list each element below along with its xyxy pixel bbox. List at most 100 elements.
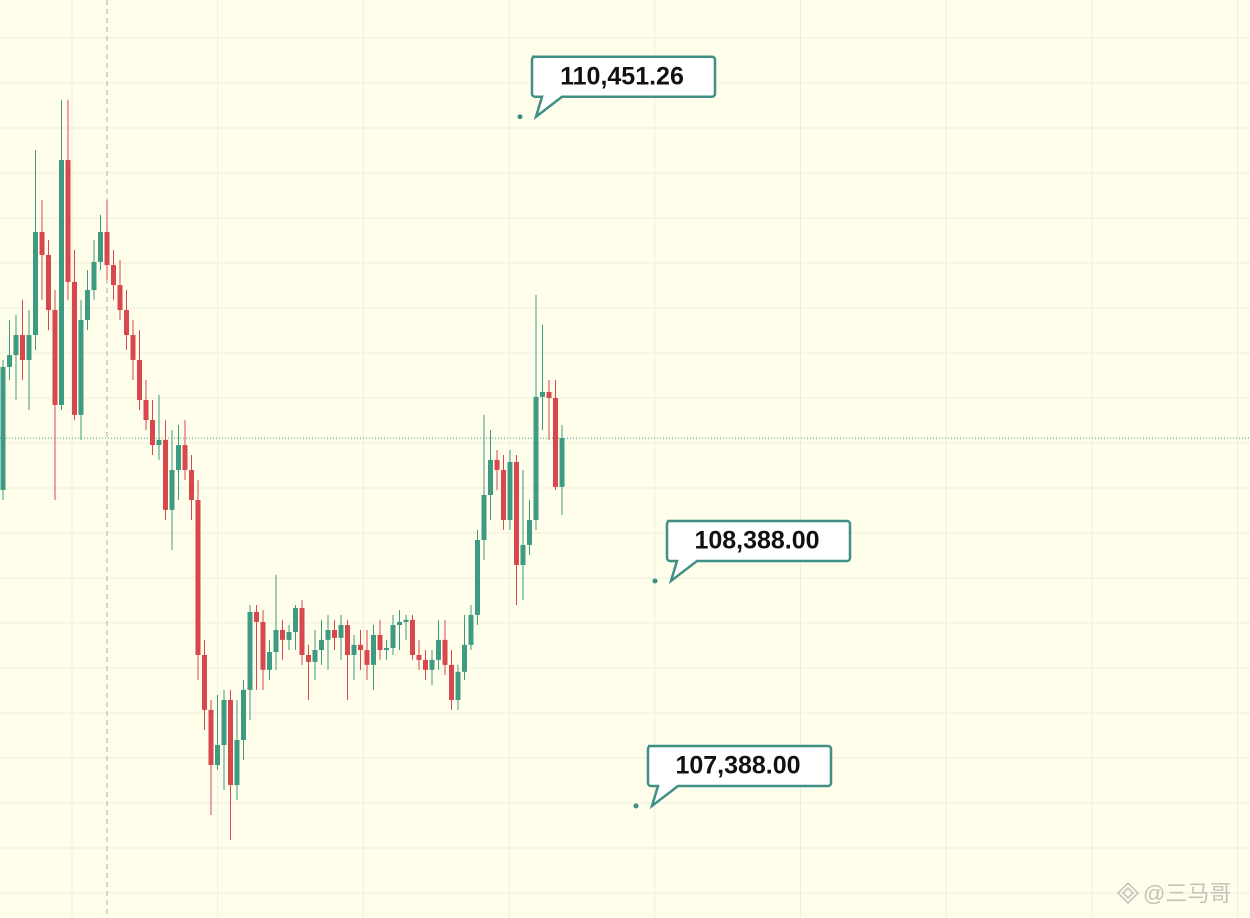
candle	[312, 630, 318, 680]
candle-body	[358, 644, 363, 651]
candle	[65, 99, 71, 300]
annotation: 110,451.26	[517, 55, 717, 121]
candle-body	[98, 231, 103, 262]
candle	[267, 639, 272, 680]
candle-body	[26, 335, 32, 360]
candle	[98, 214, 103, 270]
candle	[143, 380, 149, 430]
candle	[488, 429, 493, 520]
candle-body	[150, 420, 155, 446]
candle	[306, 644, 311, 700]
candle	[429, 650, 435, 685]
candle	[182, 420, 188, 480]
candle	[156, 394, 162, 460]
annotation-point	[517, 114, 523, 120]
candle	[546, 380, 552, 440]
candle	[137, 330, 142, 410]
candle-body	[559, 438, 565, 487]
annotation-label: 110,451.26	[560, 62, 684, 90]
candle-body	[59, 159, 64, 405]
candle	[358, 630, 363, 670]
candle-body	[436, 639, 441, 660]
candle	[46, 240, 51, 331]
watermark-icon	[1116, 881, 1140, 905]
candle	[78, 299, 84, 440]
candle-body	[533, 396, 539, 520]
candle	[338, 614, 344, 660]
candle	[254, 605, 259, 690]
candle	[176, 425, 181, 500]
candle	[0, 360, 6, 500]
candle	[7, 319, 12, 381]
candle-body	[156, 439, 162, 446]
candle-body	[143, 400, 149, 421]
candle-body	[85, 290, 90, 320]
candle	[449, 650, 454, 710]
candle	[111, 249, 116, 300]
candle	[410, 614, 415, 660]
candle	[85, 270, 90, 331]
candle-body	[312, 650, 318, 662]
candle	[202, 639, 207, 730]
candle	[377, 619, 383, 660]
candle-body	[221, 699, 227, 745]
candle-body	[306, 654, 311, 662]
watermark: @三马哥	[1116, 881, 1231, 906]
candle	[455, 664, 461, 710]
candle-body	[527, 519, 532, 545]
candle-body	[46, 254, 51, 311]
candle-body	[189, 470, 194, 500]
candle	[104, 200, 110, 280]
candle	[169, 429, 175, 550]
callout-box	[530, 55, 717, 121]
candle	[403, 614, 409, 640]
candle-body	[351, 644, 357, 655]
candle-body	[481, 495, 487, 540]
candle	[481, 414, 487, 561]
candle	[319, 619, 324, 665]
candle-body	[332, 630, 337, 638]
candle-body	[124, 310, 129, 336]
candle-body	[429, 659, 435, 670]
candle	[468, 605, 474, 651]
candle	[423, 650, 428, 680]
candle	[195, 479, 201, 680]
candle	[416, 639, 422, 670]
candle	[26, 310, 32, 410]
annotation-point	[633, 803, 639, 809]
candle	[553, 380, 558, 491]
candle	[559, 425, 565, 516]
candle-body	[299, 607, 305, 655]
candle-body	[410, 619, 415, 655]
watermark-text: @三马哥	[1143, 881, 1231, 906]
candle	[364, 630, 370, 680]
candle	[221, 689, 227, 790]
candle	[117, 259, 123, 320]
candle-body	[423, 659, 428, 670]
candle	[514, 454, 519, 606]
candle-body	[273, 630, 279, 653]
candle	[33, 150, 38, 350]
candle-body	[293, 607, 298, 633]
candle	[52, 290, 58, 500]
candle-body	[267, 652, 272, 670]
candle-body	[65, 159, 71, 282]
candle	[163, 420, 168, 520]
candle	[332, 619, 337, 651]
candle	[13, 315, 19, 401]
candle-body	[546, 391, 552, 399]
candle-body	[39, 231, 45, 255]
candle	[501, 454, 506, 530]
candle	[475, 529, 480, 626]
candle	[390, 614, 396, 655]
candle-body	[442, 639, 448, 665]
candle-body	[338, 625, 344, 638]
candle-body	[0, 366, 6, 491]
candle-body	[468, 614, 474, 645]
candle-body	[260, 621, 266, 670]
candle-body	[20, 335, 25, 360]
candle	[273, 574, 279, 670]
candle	[494, 450, 500, 491]
candle-body	[390, 625, 396, 648]
